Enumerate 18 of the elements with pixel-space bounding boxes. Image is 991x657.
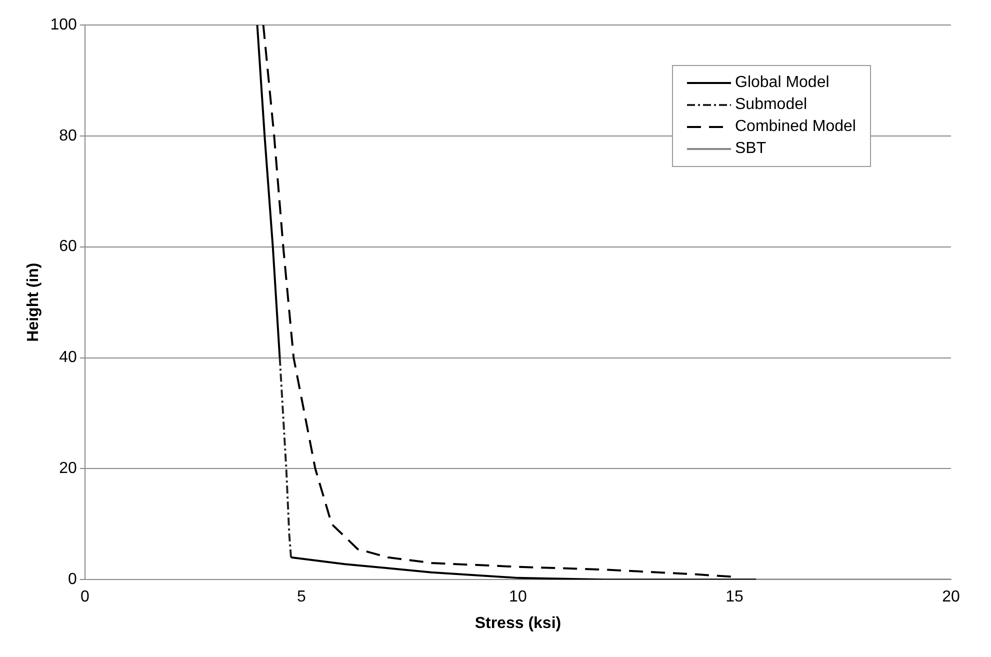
x-tick-label: 20 [942,588,960,606]
y-tick-label: 0 [68,571,77,588]
x-tick-label: 10 [509,588,527,606]
line-series [278,356,292,558]
x-axis-title: Stress (ksi) [474,614,562,632]
legend-label: SBT [735,140,766,158]
y-tick-label: 60 [59,238,77,256]
y-tick-label: 80 [59,127,77,144]
x-tick-label: 0 [80,588,90,606]
x-tick-label: 15 [726,588,744,606]
x-tick-label: 5 [296,588,306,606]
y-tick-label: 40 [59,349,77,366]
y-tick-label: 20 [59,460,77,478]
y-axis-title: Height (in) [25,262,42,342]
y-tick-label: 100 [50,16,77,34]
legend-label: Submodel [735,96,808,114]
legend-label: Global Model [735,74,830,92]
legend-label: Combined Model [735,118,856,136]
